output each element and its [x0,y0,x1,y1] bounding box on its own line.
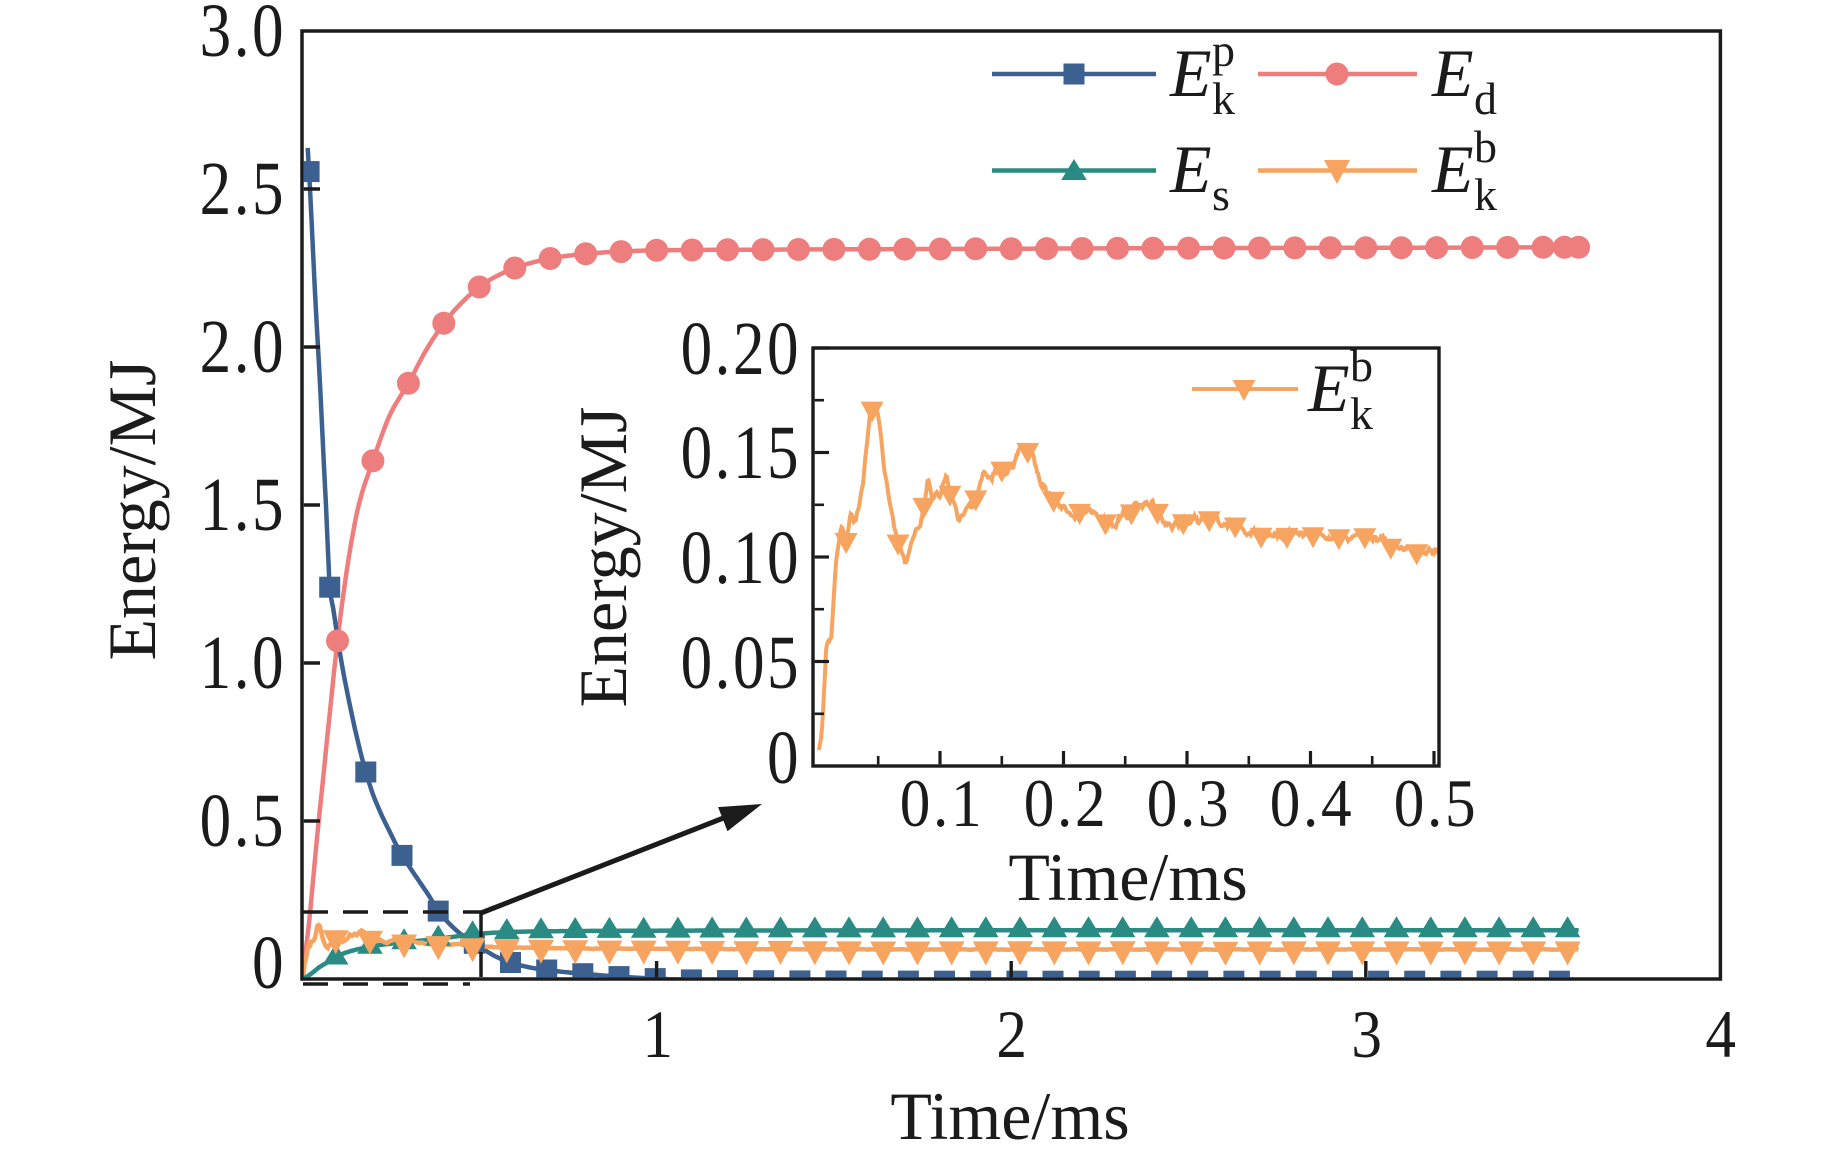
svg-text:d: d [1474,73,1497,124]
svg-text:0.1: 0.1 [900,765,985,841]
svg-text:0.15: 0.15 [681,412,801,496]
svg-text:k: k [1350,388,1373,439]
svg-text:E: E [1431,131,1474,207]
svg-text:2.0: 2.0 [200,306,286,390]
svg-text:0: 0 [767,717,801,801]
svg-text:Energy/MJ: Energy/MJ [94,360,170,661]
svg-text:Time/ms: Time/ms [1008,839,1247,915]
svg-text:1: 1 [642,996,675,1072]
svg-text:1.0: 1.0 [200,622,286,706]
svg-text:4: 4 [1705,996,1738,1072]
svg-text:3.0: 3.0 [200,0,286,73]
svg-text:0.5: 0.5 [1394,765,1479,841]
svg-text:0.10: 0.10 [681,517,801,601]
svg-text:E: E [1169,131,1212,207]
svg-text:k: k [1474,169,1497,220]
svg-text:0: 0 [252,922,286,1006]
svg-text:E: E [1307,350,1350,426]
svg-text:b: b [1474,121,1497,172]
svg-text:0.3: 0.3 [1147,765,1232,841]
svg-text:0.2: 0.2 [1024,765,1109,841]
svg-text:b: b [1350,340,1373,391]
svg-text:2.5: 2.5 [200,148,286,232]
svg-text:k: k [1212,73,1235,124]
svg-text:3: 3 [1351,996,1384,1072]
svg-text:p: p [1212,25,1235,76]
svg-text:Time/ms: Time/ms [890,1078,1129,1154]
svg-text:E: E [1169,35,1212,111]
svg-text:0.5: 0.5 [200,780,286,864]
svg-text:0.05: 0.05 [681,622,801,706]
svg-text:E: E [1431,35,1474,111]
svg-text:1.5: 1.5 [200,464,286,548]
svg-text:2: 2 [996,996,1029,1072]
svg-text:0.20: 0.20 [681,308,801,392]
svg-text:0.4: 0.4 [1270,765,1355,841]
svg-text:s: s [1212,169,1230,220]
svg-text:Energy/MJ: Energy/MJ [565,407,641,708]
